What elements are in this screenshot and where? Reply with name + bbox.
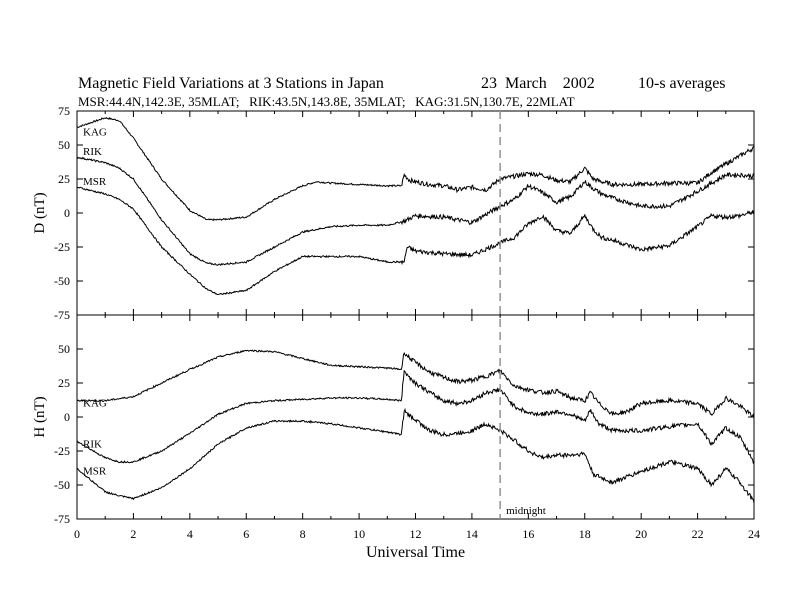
x-tick-label: 14 [466, 527, 478, 541]
x-tick-label: 6 [243, 527, 249, 541]
y-tick-label: 25 [58, 172, 70, 186]
x-tick-label: 12 [410, 527, 422, 541]
series-label-kag: KAG [83, 398, 107, 410]
y-tick-label: 50 [58, 138, 70, 152]
y-axis-label: H (nT) [32, 396, 48, 437]
x-tick-label: 18 [579, 527, 591, 541]
y-tick-label: -50 [54, 478, 70, 492]
series-line-rik [76, 369, 755, 465]
x-tick-label: 4 [187, 527, 193, 541]
x-tick-label: 24 [748, 527, 760, 541]
chart-title: Magnetic Field Variations at 3 Stations … [78, 75, 384, 92]
series-line-kag [76, 116, 755, 222]
chart-subtitle: MSR:44.4N,142.3E, 35MLAT; RIK:43.5N,143.… [78, 94, 575, 109]
y-tick-label: 0 [64, 206, 70, 220]
series-line-msr [76, 186, 755, 296]
y-tick-label: 25 [58, 376, 70, 390]
y-tick-label: 50 [58, 342, 70, 356]
x-tick-label: 20 [635, 527, 647, 541]
x-tick-label: 0 [74, 527, 80, 541]
series-label-msr: MSR [83, 176, 107, 188]
midnight-marker: midnight [499, 111, 546, 519]
x-tick-label: 2 [130, 527, 136, 541]
series-label-msr: MSR [83, 466, 107, 478]
x-tick-label: 10 [353, 527, 365, 541]
x-tick-label: 8 [300, 527, 306, 541]
y-tick-label: -25 [54, 444, 70, 458]
panel-h: 50 25 0 -25 -50 -75 H (nT) KAG RIK MSR [32, 314, 755, 526]
panel-d: 75 50 25 0 -25 -50 -75 D (nT) KAG RIK MSR [32, 104, 755, 322]
y-tick-label: -50 [54, 274, 70, 288]
y-tick-label: -25 [54, 240, 70, 254]
x-axis-label: Universal Time [366, 544, 465, 561]
y-axis-label: D (nT) [32, 192, 48, 233]
chart-averaging: 10-s averages [638, 75, 726, 92]
series-label-kag: KAG [83, 126, 107, 138]
y-tick-label: -75 [54, 512, 70, 526]
series-line-kag [76, 349, 755, 419]
series-label-rik: RIK [83, 146, 102, 158]
midnight-label: midnight [506, 505, 546, 517]
y-tick-label: 75 [58, 104, 70, 118]
series-line-rik [76, 156, 755, 266]
y-tick-label: -75 [54, 308, 70, 322]
x-tick-label: 22 [692, 527, 704, 541]
x-tick-label: 16 [522, 527, 534, 541]
chart-date: 23 March 2002 [481, 75, 595, 92]
y-tick-label: 0 [64, 410, 70, 424]
series-line-msr [76, 407, 755, 504]
series-label-rik: RIK [83, 438, 102, 450]
